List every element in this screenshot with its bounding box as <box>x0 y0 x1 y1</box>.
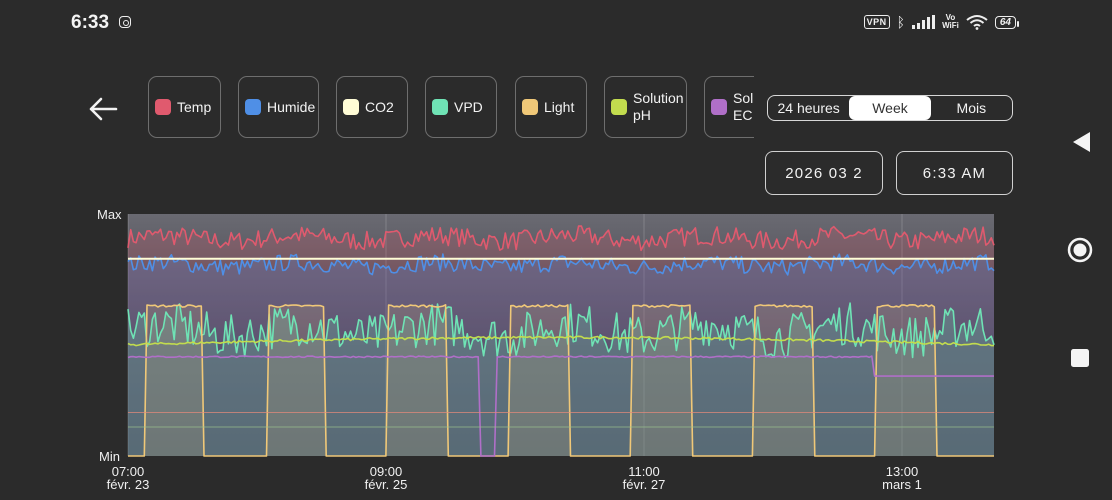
series-swatch <box>155 99 171 115</box>
time-range-toggle[interactable]: 24 heures Week Mois <box>767 95 1013 121</box>
range-option-24h[interactable]: 24 heures <box>777 100 840 116</box>
series-swatch <box>245 99 261 115</box>
series-lines <box>127 225 995 457</box>
x-tick-time-3: 13:00 <box>886 464 919 479</box>
instagram-icon <box>119 16 131 28</box>
series-swatch <box>711 99 727 115</box>
triangle-back-icon <box>1073 132 1090 152</box>
time-picker[interactable]: 6:33 AM <box>896 151 1013 195</box>
series-line-temp <box>127 225 995 252</box>
series-area-temp <box>128 226 994 456</box>
x-tick-time-2: 11:00 <box>628 464 660 479</box>
series-line-humide <box>127 253 995 276</box>
date-picker[interactable]: 2026 03 2 <box>765 151 883 195</box>
range-option-week[interactable]: Week <box>849 96 931 120</box>
bluetooth-icon: ᛒ <box>896 14 906 30</box>
circle-home-icon <box>1067 237 1093 263</box>
vowifi-top: Vo <box>945 13 956 22</box>
series-label: Solution pH <box>633 90 684 123</box>
x-tick-time-0: 07:00 <box>112 464 145 479</box>
back-button[interactable] <box>86 92 120 126</box>
series-chip-co2[interactable]: CO2 <box>336 76 408 138</box>
series-areas <box>128 226 994 456</box>
nav-back-button[interactable] <box>1048 122 1112 162</box>
series-selector[interactable]: Temp Humide CO2 VPD Light Solution pH So… <box>148 76 754 140</box>
vpn-icon: VPN <box>863 15 890 29</box>
series-label: Humide <box>267 98 316 115</box>
series-swatch <box>343 99 359 115</box>
series-swatch <box>522 99 538 115</box>
x-tick-time-1: 09:00 <box>370 464 403 479</box>
series-chip-light[interactable]: Light <box>515 76 587 138</box>
nav-home-button[interactable] <box>1048 229 1112 271</box>
series-chip-temp[interactable]: Temp <box>148 76 221 138</box>
signal-icon <box>912 15 936 29</box>
series-label: Temp <box>177 98 212 115</box>
arrow-left-icon <box>89 97 118 121</box>
square-recents-icon <box>1071 349 1089 367</box>
series-chip-humide[interactable]: Humide <box>238 76 319 138</box>
series-label: CO2 <box>365 98 394 115</box>
series-swatch <box>611 99 627 115</box>
series-area-humide <box>128 254 994 456</box>
series-label: Solution EC <box>733 90 754 123</box>
status-time: 6:33 <box>71 12 110 33</box>
series-label: Light <box>544 98 575 115</box>
series-chip-vpd[interactable]: VPD <box>425 76 497 138</box>
series-chip-solution-ec[interactable]: Solution EC <box>704 76 754 138</box>
x-tick-date-1: févr. 25 <box>365 477 408 492</box>
vowifi-icon: Vo WiFi <box>942 14 959 30</box>
series-swatch <box>432 99 448 115</box>
series-line-light <box>128 304 994 457</box>
series-area-light <box>128 304 994 456</box>
x-tick-date-3: mars 1 <box>882 477 922 492</box>
y-min-label: Min <box>99 449 120 464</box>
nav-recents-button[interactable] <box>1048 338 1112 378</box>
status-bar: 6:33 VPN ᛒ Vo WiFi 64 <box>0 0 1112 48</box>
wifi-icon <box>966 15 988 30</box>
range-option-month[interactable]: Mois <box>956 100 987 116</box>
series-chip-solution-ph[interactable]: Solution pH <box>604 76 687 138</box>
series-line-solution-ec <box>127 355 994 457</box>
series-area-vpd <box>128 303 994 456</box>
y-max-label: Max <box>97 207 122 222</box>
series-line-solution-ph <box>127 335 994 347</box>
battery-icon: 64 <box>994 15 1020 29</box>
x-tick-date-2: févr. 27 <box>623 477 666 492</box>
vowifi-bottom: WiFi <box>942 21 959 30</box>
series-label: VPD <box>454 98 483 115</box>
status-icons: VPN ᛒ Vo WiFi 64 <box>863 14 1020 30</box>
x-tick-date-0: févr. 23 <box>107 477 150 492</box>
